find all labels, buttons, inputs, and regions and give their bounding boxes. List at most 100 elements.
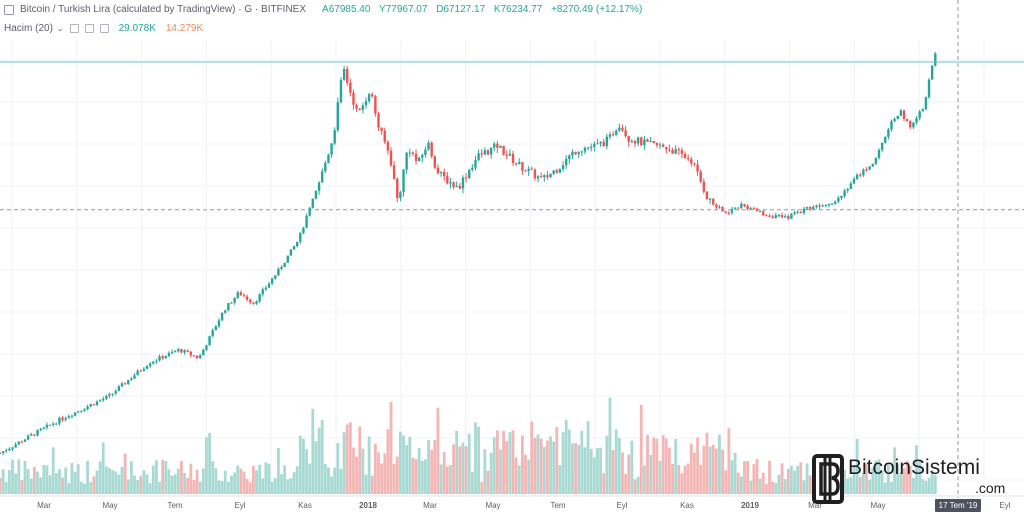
candle-body: [649, 141, 652, 143]
volume-bar: [455, 430, 459, 494]
cursor-date-label: 17 Tem '19: [935, 499, 981, 512]
volume-bar: [355, 456, 359, 494]
candle-body: [70, 415, 74, 417]
candle-body: [295, 241, 299, 247]
volume-bar: [571, 443, 574, 494]
volume-bar: [564, 419, 568, 494]
candle-body: [527, 168, 530, 172]
volume-bar: [546, 440, 549, 494]
candle-body: [868, 166, 871, 170]
volume-bar: [912, 477, 915, 494]
volume-bar: [589, 448, 593, 494]
volume-bar: [327, 467, 330, 494]
volume-bar: [558, 465, 562, 494]
x-axis-tick-label: Tem: [550, 501, 565, 510]
volume-bar: [517, 465, 521, 494]
candle-body: [708, 198, 712, 200]
x-axis-tick-label: Eyl: [234, 501, 245, 510]
candle-body: [261, 289, 264, 295]
candle-body: [599, 141, 602, 144]
visibility-icon[interactable]: [69, 24, 79, 33]
candle-body: [840, 195, 843, 199]
candle-body: [433, 156, 437, 168]
volume-bar: [1, 469, 5, 494]
volume-bar: [164, 460, 168, 494]
settings-icon[interactable]: [84, 24, 94, 33]
volume-bar: [145, 474, 149, 494]
candle-body: [177, 349, 180, 352]
candle-body: [668, 149, 671, 151]
volume-bar: [492, 437, 496, 494]
volume-bar: [495, 430, 499, 494]
volume-bar: [649, 454, 653, 494]
symbol-title[interactable]: Bitcoin / Turkish Lira (calculated by Tr…: [20, 4, 307, 15]
candle-body: [145, 366, 149, 369]
candle-body: [386, 142, 390, 151]
volume-bar: [614, 429, 618, 494]
candle-body: [352, 92, 355, 105]
candle-body: [183, 350, 186, 353]
candle-body: [380, 127, 383, 131]
volume-bar: [786, 468, 790, 494]
candle-body: [636, 137, 640, 144]
volume-bar: [630, 440, 634, 494]
volume-label[interactable]: Hacim (20): [4, 23, 53, 34]
volume-bar: [430, 449, 434, 494]
bitcoin-logo-icon: [812, 454, 844, 504]
symbol-icon[interactable]: [4, 4, 14, 15]
chevron-down-icon[interactable]: ⌄: [56, 24, 64, 33]
volume-bar: [424, 459, 427, 494]
volume-bar: [251, 465, 255, 494]
candle-body: [502, 145, 505, 155]
candle-body: [51, 423, 55, 425]
x-axis-tick-label: Tem: [167, 501, 182, 510]
candle-body: [421, 154, 424, 158]
candle-body: [377, 113, 380, 128]
volume-bar: [345, 424, 349, 494]
candle-body: [408, 152, 411, 154]
candle-body: [812, 206, 815, 210]
volume-bar: [414, 459, 418, 494]
candle-body: [843, 190, 846, 196]
volume-bar: [51, 447, 55, 494]
volume-bar: [865, 463, 868, 494]
volume-bar: [45, 465, 49, 494]
candle-body: [827, 203, 831, 206]
volume-bar: [36, 471, 39, 494]
close-icon[interactable]: [99, 24, 109, 33]
candle-body: [834, 201, 837, 204]
volume-bar: [761, 472, 765, 494]
volume-bar: [111, 470, 115, 494]
candle-body: [902, 110, 906, 120]
volume-bar: [11, 459, 14, 494]
candle-body: [30, 434, 33, 436]
volume-bar: [108, 468, 111, 494]
x-axis-tick-label: Kas: [680, 501, 694, 510]
volume-bar: [133, 475, 136, 494]
candle-body: [455, 185, 458, 187]
candle-body: [859, 174, 862, 176]
candle-body: [1, 451, 5, 454]
candle-body: [818, 205, 821, 207]
volume-bar: [524, 454, 527, 494]
candle-body: [383, 130, 386, 143]
volume-bar: [39, 477, 43, 494]
candle-body: [411, 152, 415, 154]
candle-body: [821, 205, 824, 207]
volume-bar: [233, 472, 237, 494]
volume-bar: [20, 480, 24, 494]
x-axis-tick-label: May: [485, 501, 500, 510]
volume-bar: [461, 442, 465, 494]
volume-bar: [567, 429, 571, 494]
candle-body: [33, 434, 36, 436]
candle-body: [314, 190, 318, 199]
volume-bar: [711, 444, 715, 494]
candle-body: [320, 171, 324, 183]
volume-bar: [843, 469, 846, 494]
candle-body: [758, 211, 762, 213]
volume-bar: [0, 477, 2, 494]
volume-bar: [305, 449, 308, 494]
volume-bar: [861, 473, 865, 494]
candle-body: [123, 383, 127, 385]
